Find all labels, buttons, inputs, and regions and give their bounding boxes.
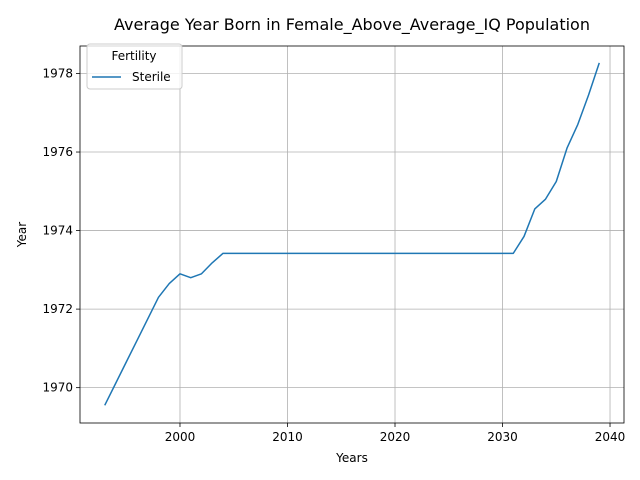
x-tick-label: 2020	[380, 430, 411, 444]
chart-title: Average Year Born in Female_Above_Averag…	[114, 15, 590, 35]
y-tick-label: 1976	[42, 145, 73, 159]
series-line-sterile	[104, 62, 600, 406]
y-tick-label: 1972	[42, 302, 73, 316]
x-tick-label: 2030	[487, 430, 518, 444]
legend-title: Fertility	[111, 49, 156, 63]
series-layer	[104, 62, 600, 406]
x-axis-label: Years	[335, 451, 368, 465]
x-tick-label: 2000	[165, 430, 196, 444]
y-tick-label: 1970	[42, 381, 73, 395]
x-tick-label: 2010	[272, 430, 303, 444]
ticks: 2000 2010 2020 2030 2040 1970 1972 1974 1976 1978	[42, 66, 625, 444]
legend-entry-label: Sterile	[132, 70, 171, 84]
legend: Fertility Sterile	[86, 43, 183, 90]
y-axis-label: Year	[15, 222, 29, 248]
grid	[80, 46, 624, 423]
y-tick-label: 1978	[42, 66, 73, 80]
x-tick-label: 2040	[595, 430, 626, 444]
plot-area-frame	[79, 45, 625, 424]
y-tick-label: 1974	[42, 224, 73, 238]
